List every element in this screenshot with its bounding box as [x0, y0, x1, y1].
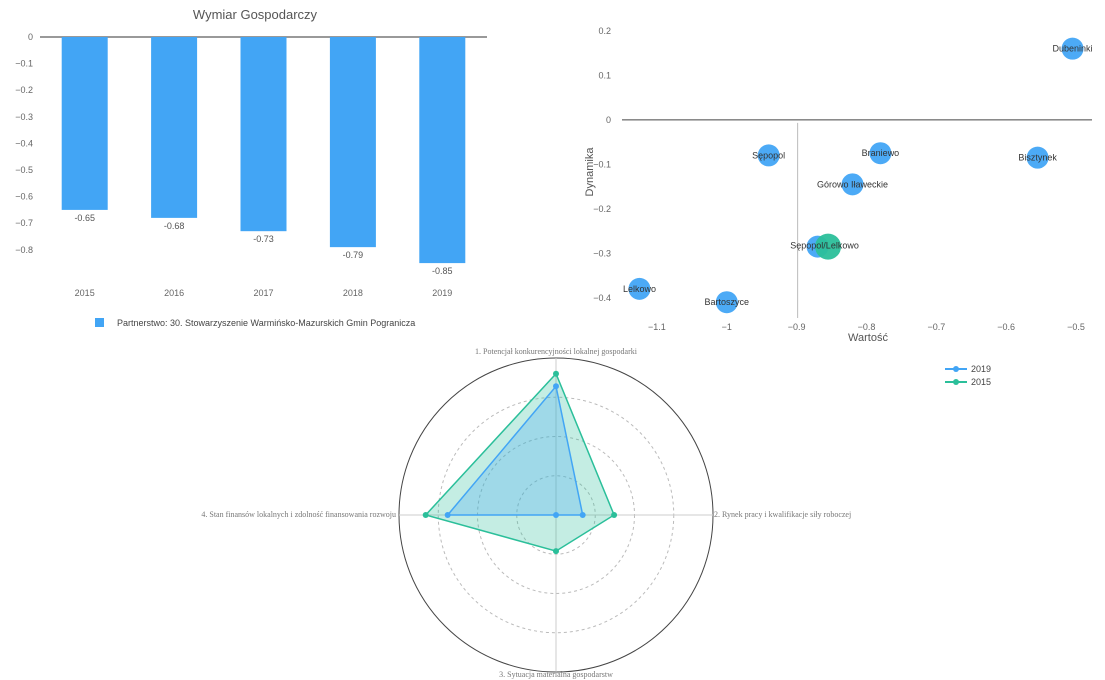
bar[interactable] [419, 37, 466, 264]
scatter-x-tick-label: −0.9 [788, 322, 806, 332]
bar-y-tick-label: −0.7 [15, 218, 33, 228]
bar[interactable] [329, 37, 376, 248]
radar-point[interactable] [422, 512, 429, 518]
scatter-point-label: Lelkowo [623, 284, 656, 294]
scatter-y-tick-label: −0.1 [593, 159, 611, 169]
scatter-y-tick-label: 0.1 [598, 70, 611, 80]
bar-data-label: -0.73 [253, 234, 274, 244]
radar-series[interactable] [422, 370, 618, 555]
bar[interactable] [240, 37, 287, 232]
bar-data-label: -0.65 [74, 213, 95, 223]
bar-chart: Wymiar Gospodarczy 0 −0.1 −0.2 −0.3 −0.4 −0.5… [15, 7, 487, 328]
bar-series[interactable]: -0.65 -0.68 -0.73 -0.79 -0.85 [61, 37, 466, 276]
bar-x-tick-label: 2015 [75, 288, 95, 298]
scatter-x-tick-label: −0.8 [858, 322, 876, 332]
radar-legend[interactable]: 2019 2015 [945, 364, 991, 387]
scatter-point[interactable] [1061, 37, 1084, 60]
scatter-point-label: Braniewo [862, 148, 900, 158]
scatter-point[interactable] [1026, 146, 1049, 169]
radar-point[interactable] [553, 512, 559, 518]
bar-y-tick-label: −0.5 [15, 165, 33, 175]
radar-axis-label-2: 2. Rynek pracy i kwalifikacje siły roboc… [714, 510, 851, 519]
scatter-x-tick-label: −1.1 [648, 322, 666, 332]
bar-chart-title: Wymiar Gospodarczy [193, 7, 318, 22]
radar-chart: 1. Potencjał konkurencyjności lokalnej g… [201, 347, 991, 679]
scatter-x-tick-label: −0.5 [1067, 322, 1085, 332]
bar-x-tick-label: 2019 [432, 288, 452, 298]
bar-data-label: -0.79 [343, 250, 364, 260]
scatter-point-label: Sępopol/Lelkowo [790, 241, 859, 251]
bar-x-axis: 2015 2016 2017 2018 2019 [75, 288, 453, 298]
bar-data-label: -0.68 [164, 221, 185, 231]
scatter-y-tick-label: 0 [606, 115, 611, 125]
bar-legend-swatch [95, 318, 104, 327]
bar-data-label: -0.85 [432, 266, 453, 276]
radar-point[interactable] [553, 370, 559, 377]
bar-y-tick-label: −0.2 [15, 85, 33, 95]
bar-y-tick-label: 0 [28, 32, 33, 42]
bar-legend[interactable]: Partnerstwo: 30. Stowarzyszenie Warmińsk… [95, 318, 415, 328]
radar-axis-label-4: 4. Stan finansów lokalnych i zdolność fi… [201, 510, 396, 519]
scatter-point[interactable] [869, 142, 892, 165]
radar-axis-label-3: 3. Sytuacja materialna gospodarstw [499, 670, 613, 679]
scatter-point-label: Bartoszyce [705, 297, 750, 307]
bar-x-tick-label: 2016 [164, 288, 184, 298]
scatter-x-tick-label: −0.7 [927, 322, 945, 332]
bar-legend-label: Partnerstwo: 30. Stowarzyszenie Warmińsk… [117, 318, 415, 328]
radar-point[interactable] [611, 512, 618, 518]
radar-axis-label-1: 1. Potencjał konkurencyjności lokalnej g… [475, 347, 638, 356]
bar-y-tick-label: −0.3 [15, 112, 33, 122]
scatter-x-tick-label: −1 [722, 322, 732, 332]
bar-x-tick-label: 2017 [253, 288, 273, 298]
radar-point[interactable] [444, 512, 451, 518]
radar-legend-marker [953, 366, 959, 372]
radar-legend-label: 2015 [971, 377, 991, 387]
scatter-point-label: Dubeninki [1053, 44, 1093, 54]
scatter-point-label: Sępopol [752, 150, 785, 160]
scatter-point[interactable] [628, 277, 651, 300]
bar-y-tick-label: −0.6 [15, 192, 33, 202]
radar-point[interactable] [553, 548, 559, 555]
bar-y-tick-label: −0.8 [15, 245, 33, 255]
scatter-y-tick-label: −0.3 [593, 248, 611, 258]
radar-legend-marker [953, 379, 959, 385]
scatter-x-tick-label: −0.6 [997, 322, 1015, 332]
scatter-y-tick-label: −0.2 [593, 204, 611, 214]
bar-y-tick-label: −0.4 [15, 138, 33, 148]
radar-legend-label: 2019 [971, 364, 991, 374]
scatter-point[interactable] [815, 233, 842, 260]
bar[interactable] [151, 37, 198, 218]
scatter-point-label: Górowo Iławeckie [817, 179, 888, 189]
scatter-y-tick-label: −0.4 [593, 293, 611, 303]
bar[interactable] [61, 37, 108, 210]
radar-point[interactable] [553, 383, 559, 390]
scatter-point[interactable] [757, 144, 780, 167]
bar-x-tick-label: 2018 [343, 288, 363, 298]
bar-y-axis: 0 −0.1 −0.2 −0.3 −0.4 −0.5 −0.6 −0.7 −0.8 [15, 32, 33, 255]
scatter-y-label: Dynamika [584, 147, 596, 197]
scatter-points[interactable] [628, 37, 1084, 314]
scatter-chart: 0.2 0.1 0 −0.1 −0.2 −0.3 −0.4 −1.1 −1 −0.9 −0.8 −0.… [584, 26, 1093, 344]
scatter-point[interactable] [841, 173, 864, 196]
scatter-y-tick-label: 0.2 [598, 26, 611, 36]
scatter-point[interactable] [715, 291, 738, 314]
scatter-x-label: Wartość [848, 332, 888, 344]
scatter-point-label: Bisztynek [1018, 153, 1057, 163]
radar-point[interactable] [579, 512, 586, 518]
bar-y-tick-label: −0.1 [15, 59, 33, 69]
scatter-axes: 0.2 0.1 0 −0.1 −0.2 −0.3 −0.4 −1.1 −1 −0.9 −0.8 −0.… [593, 26, 1092, 332]
scatter-point-labels: Dubeninki Sępopol Braniewo Bisztynek Górowo … [623, 44, 1093, 308]
